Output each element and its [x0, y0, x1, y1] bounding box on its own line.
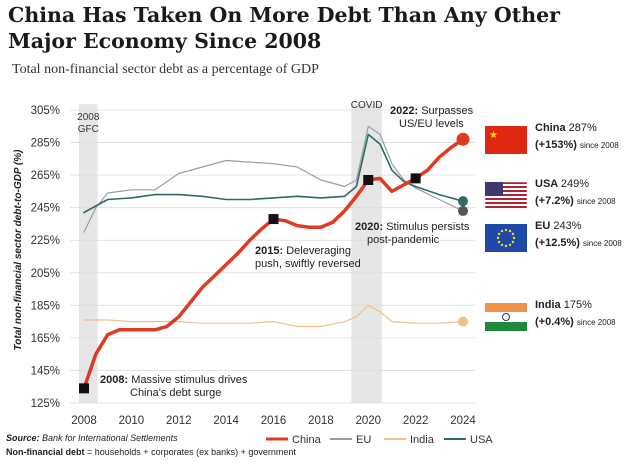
flag-star	[500, 243, 504, 247]
source-text: Bank for International Settlements	[42, 433, 178, 443]
flag-star	[497, 240, 501, 244]
x-tick-label: 2012	[166, 415, 192, 427]
annotation-text: 2022: Surpasses	[390, 105, 474, 117]
annotation-text: China's debt surge	[130, 387, 221, 399]
flag-star	[511, 240, 515, 244]
flag-stripe	[485, 182, 527, 184]
y-tick-label: 225%	[31, 235, 60, 247]
india-flag	[485, 303, 527, 331]
eu-flag	[485, 224, 527, 252]
legend-label: USA	[470, 434, 493, 446]
end-label-change: (+0.4%) since 2008	[535, 316, 616, 328]
flag-canton	[485, 182, 503, 196]
series-line-eu	[83, 125, 464, 233]
y-tick-label: 165%	[31, 333, 60, 345]
x-tick-label: 2008	[71, 415, 97, 427]
milestone-marker	[363, 174, 374, 185]
source-note: Source: Bank for International Settlemen…	[6, 433, 178, 443]
series-endpoint-usa	[458, 196, 468, 207]
y-tick-label: 145%	[31, 365, 60, 377]
usa-flag	[484, 181, 528, 211]
legend-label: India	[410, 434, 435, 446]
annotation-text: 2008: Massive stimulus drives	[100, 374, 248, 386]
x-tick-label: 2024	[450, 415, 476, 427]
flag-star	[512, 236, 516, 240]
definition-note: Non-financial debt = households + corpor…	[6, 447, 296, 457]
flag-field	[485, 224, 527, 252]
y-tick-label: 285%	[31, 138, 60, 150]
flag-stripe	[485, 303, 527, 312]
x-tick-label: 2022	[403, 415, 429, 427]
end-label-country: USA 249%	[535, 178, 589, 190]
flag-star	[496, 236, 500, 240]
shaded-period-label: 2008	[77, 112, 100, 123]
milestone-marker	[410, 173, 421, 184]
x-tick-label: 2018	[308, 415, 334, 427]
end-label-country: India 175%	[535, 299, 592, 311]
flag-star	[508, 243, 512, 247]
series-endpoint-india	[458, 316, 468, 327]
flag-star	[497, 232, 501, 236]
flag-stripe	[485, 206, 527, 208]
end-label-change: (+153%) since 2008	[535, 139, 619, 151]
y-tick-label: 265%	[31, 170, 60, 182]
shaded-period-0	[79, 104, 98, 403]
shaded-period-1	[351, 104, 382, 403]
flag-stripe	[485, 190, 527, 192]
definition-label: Non-financial debt	[6, 447, 85, 457]
end-label-change: (+12.5%) since 2008	[535, 237, 622, 249]
flag-star	[508, 229, 512, 233]
flag-star	[500, 229, 504, 233]
legend-label: China	[292, 434, 322, 446]
source-label: Source:	[6, 433, 40, 443]
y-tick-label: 185%	[31, 300, 60, 312]
annotation-text: 2015: Deleveraging	[255, 245, 351, 257]
flag-star	[504, 244, 508, 248]
flag-stripe	[485, 198, 527, 200]
annotation-text: push, swiftly reversed	[255, 258, 361, 270]
y-tick-label: 245%	[31, 203, 60, 215]
flag-stripe	[485, 186, 527, 188]
end-label-change: (+7.2%) since 2008	[535, 195, 616, 207]
annotation-text: 2020: Stimulus persists	[355, 221, 470, 233]
flag-star	[511, 232, 515, 236]
y-tick-label: 205%	[31, 268, 60, 280]
milestone-marker	[268, 214, 279, 225]
flag-stripe	[485, 194, 527, 196]
flag-star	[504, 228, 508, 232]
chart-subtitle: Total non-financial sector debt as a per…	[12, 62, 319, 77]
china-flag: ★	[485, 126, 527, 154]
end-label-country: China 287%	[535, 122, 597, 134]
legend-label: EU	[356, 434, 371, 446]
end-label-country: EU 243%	[535, 220, 582, 232]
definition-text: = households + corporates (ex banks) + g…	[87, 447, 296, 457]
flag-stripe	[485, 202, 527, 204]
x-tick-label: 2016	[261, 415, 287, 427]
series-endpoint-eu	[458, 205, 468, 216]
x-tick-label: 2020	[355, 415, 381, 427]
series-line-usa	[83, 133, 464, 214]
series-endpoint-china	[456, 132, 470, 146]
flag-field	[485, 126, 527, 154]
flag-stripe	[485, 312, 527, 322]
x-tick-label: 2014	[213, 415, 239, 427]
flag-stripe	[485, 322, 527, 331]
series-line-india	[83, 304, 464, 328]
y-axis-label: Total non-financial sector debt-to-GDP (…	[13, 149, 24, 351]
y-tick-label: 125%	[31, 398, 60, 410]
chakra-icon	[502, 313, 510, 321]
x-tick-label: 2010	[119, 415, 145, 427]
milestone-marker	[79, 383, 89, 394]
shaded-period-label: GFC	[78, 124, 99, 135]
annotation-text: US/EU levels	[399, 118, 464, 130]
star-icon: ★	[489, 130, 498, 141]
annotation-text: post-pandemic	[367, 234, 440, 246]
shaded-period-label: COVID	[351, 100, 383, 111]
y-tick-label: 305%	[31, 105, 60, 117]
chart-title: China Has Taken On More Debt Than Any Ot…	[8, 3, 560, 53]
